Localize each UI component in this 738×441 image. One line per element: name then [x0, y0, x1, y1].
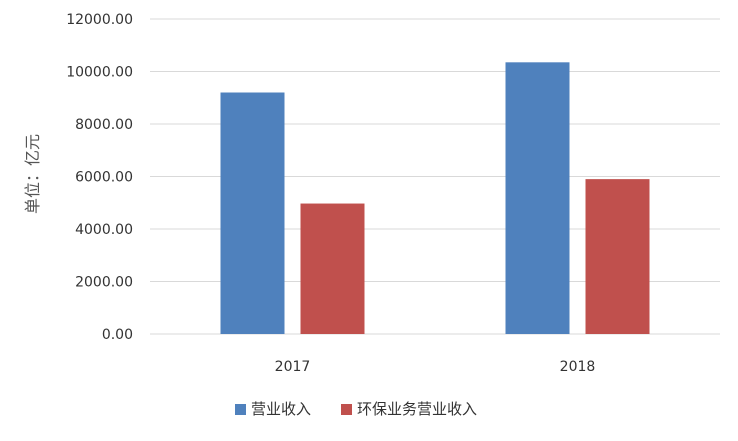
- y-axis-title: 单位：亿元: [23, 134, 42, 214]
- legend: 营业收入 环保业务营业收入: [235, 400, 477, 418]
- x-axis-tick-labels: 2017 2018: [275, 359, 596, 375]
- y-tick-label: 8000.00: [75, 117, 133, 133]
- bar-2018-series-1: [505, 62, 570, 334]
- y-axis-tick-labels: 0.00 2000.00 4000.00 6000.00 8000.00 10000.00…: [66, 12, 133, 343]
- bar-2017-series-2: [300, 203, 365, 334]
- legend-label-2: 环保业务营业收入: [357, 400, 477, 418]
- bar-2018-series-2: [585, 179, 650, 334]
- x-tick-label: 2018: [560, 359, 596, 375]
- y-tick-label: 12000.00: [66, 12, 133, 28]
- y-tick-label: 0.00: [102, 327, 133, 343]
- legend-label-1: 营业收入: [251, 400, 311, 418]
- y-tick-label: 4000.00: [75, 222, 133, 238]
- y-tick-label: 6000.00: [75, 170, 133, 186]
- legend-swatch-1: [235, 404, 246, 415]
- bars: [220, 62, 650, 334]
- x-tick-label: 2017: [275, 359, 311, 375]
- y-tick-label: 10000.00: [66, 65, 133, 81]
- bar-2017-series-1: [220, 92, 285, 334]
- legend-swatch-2: [341, 404, 352, 415]
- y-tick-label: 2000.00: [75, 275, 133, 291]
